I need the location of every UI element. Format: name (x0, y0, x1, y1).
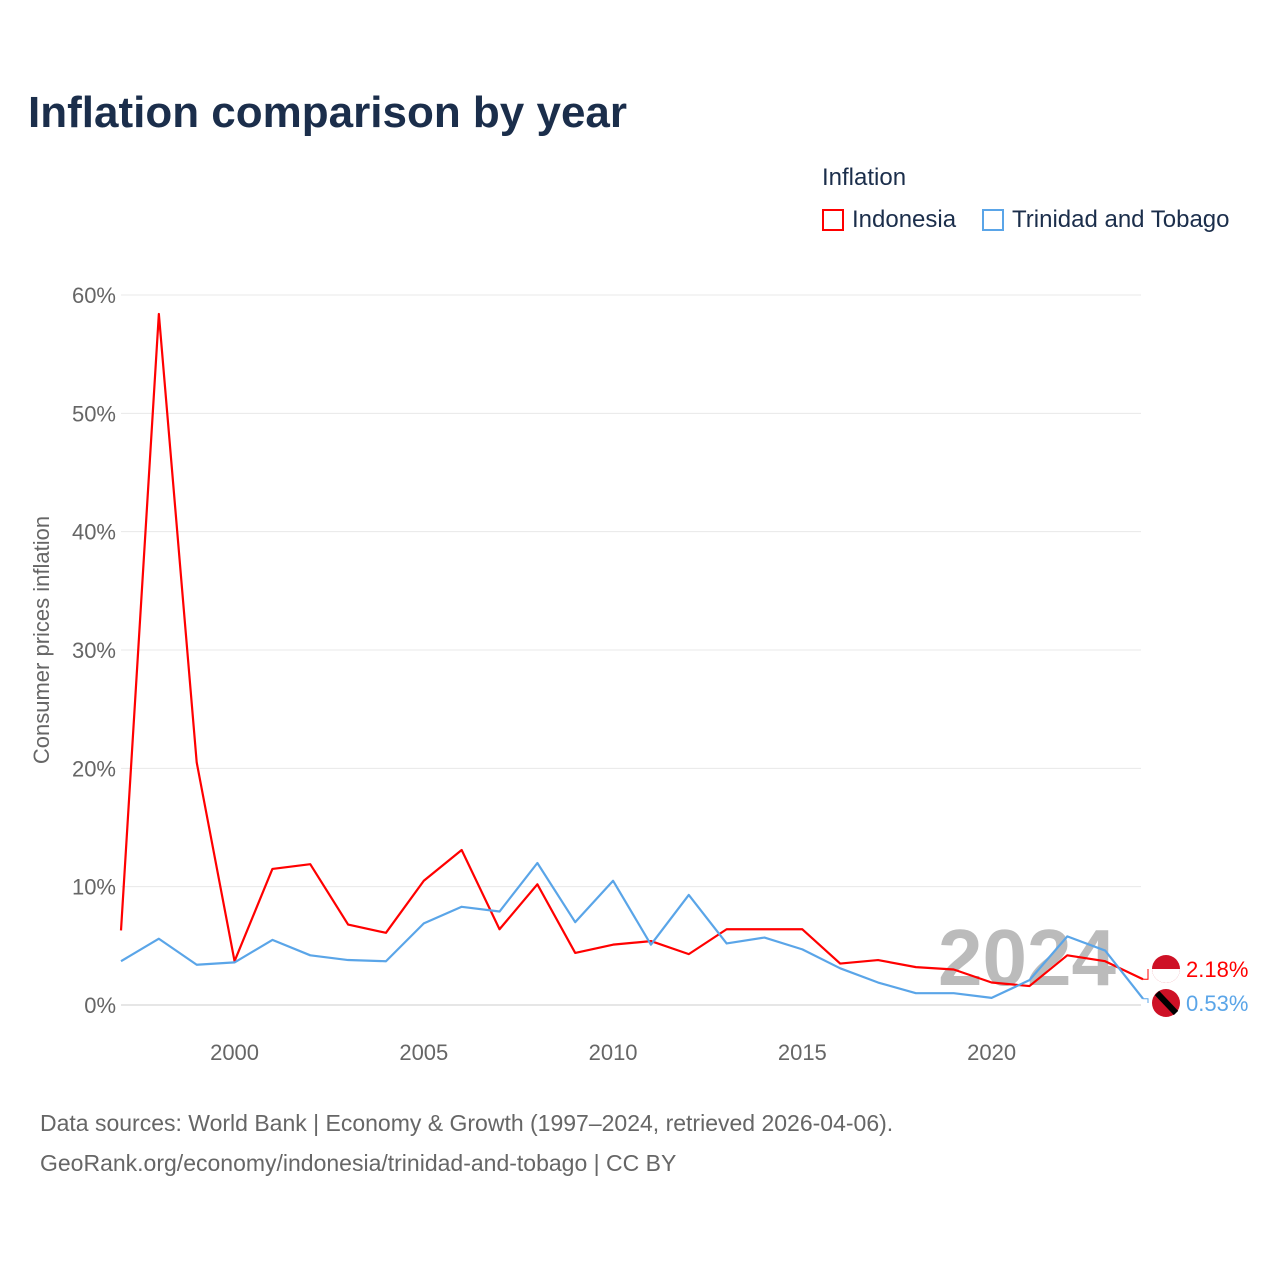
legend-label: Trinidad and Tobago (1012, 206, 1230, 233)
legend-item-indonesia[interactable]: Indonesia (822, 206, 956, 234)
legend-label: Indonesia (852, 206, 957, 233)
series-line-trinidad (120, 861, 1144, 1000)
y-tick-label: 50% (72, 401, 116, 426)
legend-swatch (822, 209, 844, 231)
y-tick-label: 30% (72, 638, 116, 663)
end-connector (1143, 998, 1149, 1003)
legend-title: Inflation (822, 164, 907, 191)
year-watermark: 2024 (938, 913, 1116, 1002)
end-connector (1143, 969, 1149, 980)
flag-icon-stripe (1154, 990, 1179, 1016)
y-tick-label: 0% (84, 993, 116, 1018)
flag-icon-white-half (1152, 969, 1180, 983)
y-tick-label: 20% (72, 756, 116, 781)
credit-link[interactable]: GeoRank.org/economy/indonesia/trinidad-a… (40, 1150, 677, 1176)
legend-item-trinidad[interactable]: Trinidad and Tobago (982, 206, 1230, 234)
series-line-indonesia (119, 312, 1144, 988)
x-tick-label: 2000 (210, 1040, 259, 1065)
legend-swatch (982, 209, 1004, 231)
x-tick-label: 2005 (399, 1040, 448, 1065)
x-tick-label: 2015 (778, 1040, 827, 1065)
data-source: Data sources: World Bank | Economy & Gro… (40, 1110, 894, 1136)
end-value-label: 0.53% (1186, 991, 1248, 1016)
chart-title: Inflation comparison by year (28, 88, 628, 137)
y-tick-label: 60% (72, 283, 116, 308)
x-tick-label: 2020 (967, 1040, 1016, 1065)
x-tick-label: 2010 (589, 1040, 638, 1065)
y-tick-label: 10% (72, 875, 116, 900)
y-tick-label: 40% (72, 520, 116, 545)
end-value-label: 2.18% (1186, 957, 1248, 982)
